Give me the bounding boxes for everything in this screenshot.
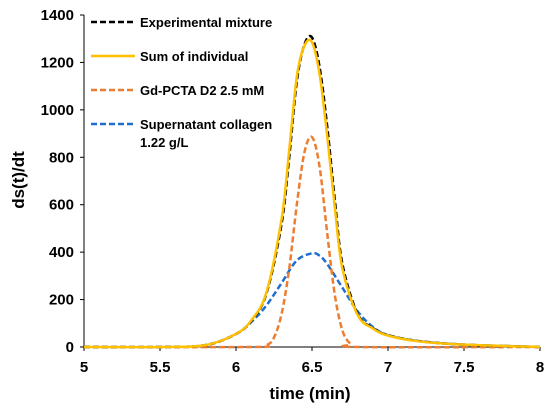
y-tick-label: 1400 bbox=[41, 7, 74, 24]
x-tick-label: 6.5 bbox=[302, 359, 323, 376]
legend-label-0: Experimental mixture bbox=[140, 15, 272, 30]
series-line-1 bbox=[83, 38, 541, 349]
y-axis-label: ds(t)/dt bbox=[9, 151, 28, 209]
series-line-3 bbox=[83, 251, 541, 349]
y-tick-label: 600 bbox=[49, 197, 74, 214]
y-tick-label: 1200 bbox=[41, 54, 74, 71]
series-layer bbox=[83, 34, 541, 349]
x-axis-label: time (min) bbox=[269, 384, 350, 403]
x-tick-label: 8 bbox=[536, 359, 544, 376]
x-tick-label: 6 bbox=[232, 359, 240, 376]
series-line-2 bbox=[83, 135, 541, 349]
legend-label-1: Sum of individual bbox=[140, 49, 248, 64]
y-tick-label: 1000 bbox=[41, 102, 74, 119]
legend-label-3: Supernatant collagen 1.22 g/L bbox=[140, 117, 272, 150]
y-tick-label: 800 bbox=[49, 149, 74, 166]
x-tick-label: 7 bbox=[384, 359, 392, 376]
x-tick-label: 5 bbox=[80, 359, 88, 376]
axes: 5 5.5 6 6.5 7 7.5 8 0 200 400 600 800 1000 1200 1400 bbox=[41, 7, 545, 376]
y-tick-label: 0 bbox=[66, 339, 74, 356]
y-tick-label: 200 bbox=[49, 292, 74, 309]
legend-label-2: Gd-PCTA D2 2.5 mM bbox=[140, 83, 264, 98]
x-tick-label: 5.5 bbox=[150, 359, 171, 376]
legend: Experimental mixture Sum of individual Gd-… bbox=[91, 15, 272, 150]
x-tick-label: 7.5 bbox=[454, 359, 475, 376]
y-tick-label: 400 bbox=[49, 244, 74, 261]
